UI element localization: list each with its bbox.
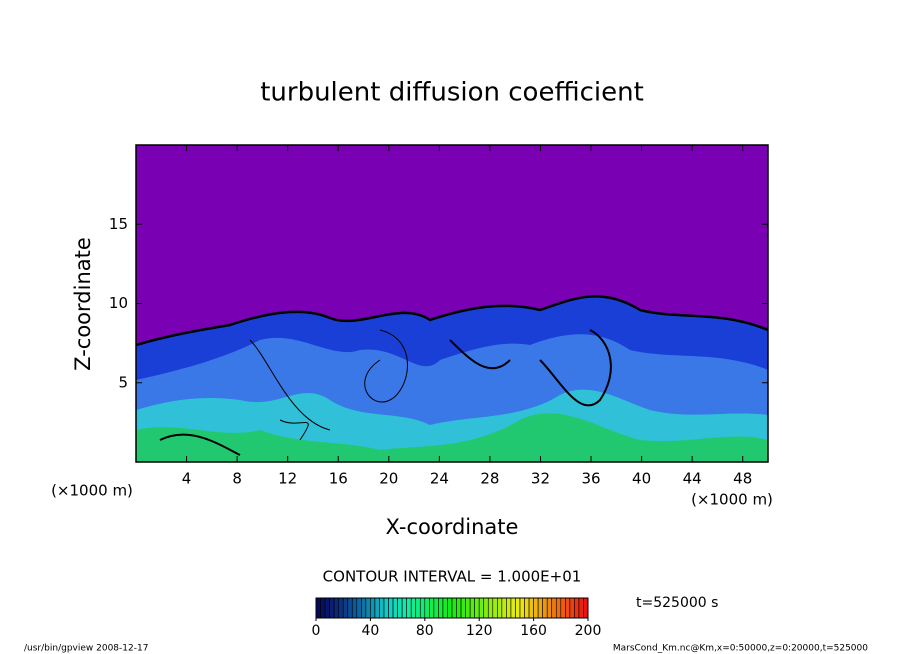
- colorbar-swatch: [487, 597, 494, 619]
- colorbar-swatch: [424, 597, 430, 619]
- x-tick-label: 12: [278, 470, 297, 488]
- colorbar-swatch: [379, 597, 385, 619]
- y-axis-label: Z-coordinate: [71, 237, 95, 371]
- colorbar-swatch: [419, 597, 426, 619]
- colorbar-frame: [315, 597, 589, 619]
- colorbar-swatch: [392, 597, 398, 619]
- footer-left: /usr/bin/gpview 2008-12-17: [24, 644, 148, 654]
- colorbar-swatch: [338, 597, 344, 619]
- colorbar-swatch: [365, 597, 371, 619]
- colorbar-swatch: [374, 597, 380, 619]
- colorbar-tick-label: 80: [416, 623, 434, 639]
- colorbar-swatch: [351, 597, 358, 619]
- colorbar-swatch: [483, 597, 489, 619]
- colorbar-swatch: [492, 597, 498, 619]
- colorbar-tick-label: 0: [312, 623, 321, 639]
- colorbar-swatch: [447, 597, 453, 619]
- colorbar-swatch: [406, 597, 412, 619]
- colorbar-swatch: [315, 597, 321, 619]
- colorbar-swatch: [465, 597, 471, 619]
- y-unit: (×1000 m): [51, 482, 133, 500]
- x-tick-label: 48: [733, 470, 752, 488]
- x-tick-label: 16: [329, 470, 348, 488]
- colorbar-swatch: [456, 597, 462, 619]
- colorbar-swatch: [342, 597, 349, 619]
- colorbar-swatch: [433, 597, 439, 619]
- time-label: t=525000 s: [636, 595, 718, 611]
- colorbar-swatch: [401, 597, 407, 619]
- colorbar-swatch: [410, 597, 417, 619]
- colorbar-swatch: [383, 597, 389, 619]
- x-unit: (×1000 m): [691, 491, 773, 509]
- colorbar-swatch: [524, 597, 530, 619]
- contour-interval: CONTOUR INTERVAL = 1.000E+01: [323, 568, 582, 586]
- colorbar-swatch: [478, 597, 485, 619]
- colorbar-tick-label: 160: [520, 623, 547, 639]
- x-tick-label: 40: [632, 470, 651, 488]
- colorbar-swatch: [560, 597, 566, 619]
- colorbar-swatch: [333, 597, 339, 619]
- colorbar-swatch: [515, 597, 521, 619]
- colorbar-tick-label: 40: [361, 623, 379, 639]
- colorbar-swatch: [429, 597, 435, 619]
- colorbar-swatch: [506, 597, 512, 619]
- x-tick-label: 28: [480, 470, 499, 488]
- colorbar-swatch: [574, 597, 580, 619]
- colorbar-swatch: [578, 597, 584, 619]
- colorbar-swatch: [551, 597, 557, 619]
- x-tick-label: 8: [232, 470, 242, 488]
- y-tick-label: 5: [118, 373, 128, 391]
- colorbar-swatch: [555, 597, 562, 619]
- contour-field: [136, 145, 768, 462]
- x-tick-label: 36: [581, 470, 600, 488]
- x-tick-label: 20: [379, 470, 398, 488]
- colorbar-swatch: [329, 597, 335, 619]
- x-tick-label: 44: [683, 470, 702, 488]
- chart-title: turbulent diffusion coefficient: [260, 78, 644, 108]
- colorbar-swatch: [442, 597, 448, 619]
- colorbar-swatch: [528, 597, 534, 619]
- colorbar-swatch: [356, 597, 362, 619]
- colorbar-swatch: [324, 597, 330, 619]
- x-axis-label: X-coordinate: [386, 515, 519, 539]
- colorbar-swatch: [469, 597, 475, 619]
- colorbar-swatch: [361, 597, 367, 619]
- x-tick-label: 4: [182, 470, 192, 488]
- colorbar-swatch: [397, 597, 403, 619]
- colorbar-swatch: [546, 597, 553, 619]
- colorbar-swatch: [501, 597, 507, 619]
- footer-right: MarsCond_Km.nc@Km,x=0:50000,z=0:20000,t=…: [613, 644, 868, 654]
- y-tick-label: 10: [109, 294, 128, 312]
- colorbar-swatch: [497, 597, 503, 619]
- colorbar-swatch: [569, 597, 575, 619]
- x-tick-label: 24: [430, 470, 449, 488]
- colorbar-swatch: [415, 597, 421, 619]
- colorbar-swatch: [519, 597, 525, 619]
- colorbar-swatch: [565, 597, 571, 619]
- x-tick-label: 32: [531, 470, 550, 488]
- colorbar-swatch: [451, 597, 457, 619]
- colorbar-tick-label: 200: [575, 623, 602, 639]
- colorbar-swatch: [388, 597, 394, 619]
- colorbar-swatch: [438, 597, 444, 619]
- colorbar-swatch: [542, 597, 548, 619]
- colorbar-swatch: [533, 597, 539, 619]
- colorbar-swatch: [320, 597, 326, 619]
- y-tick-label: 15: [109, 215, 128, 233]
- colorbar-swatch: [474, 597, 480, 619]
- colorbar-swatch: [460, 597, 466, 619]
- colorbar-swatch: [537, 597, 543, 619]
- colorbar-swatch: [583, 597, 589, 619]
- colorbar-swatch: [510, 597, 516, 619]
- colorbar-swatch: [347, 597, 353, 619]
- colorbar-tick-label: 120: [466, 623, 493, 639]
- colorbar-swatch: [370, 597, 376, 619]
